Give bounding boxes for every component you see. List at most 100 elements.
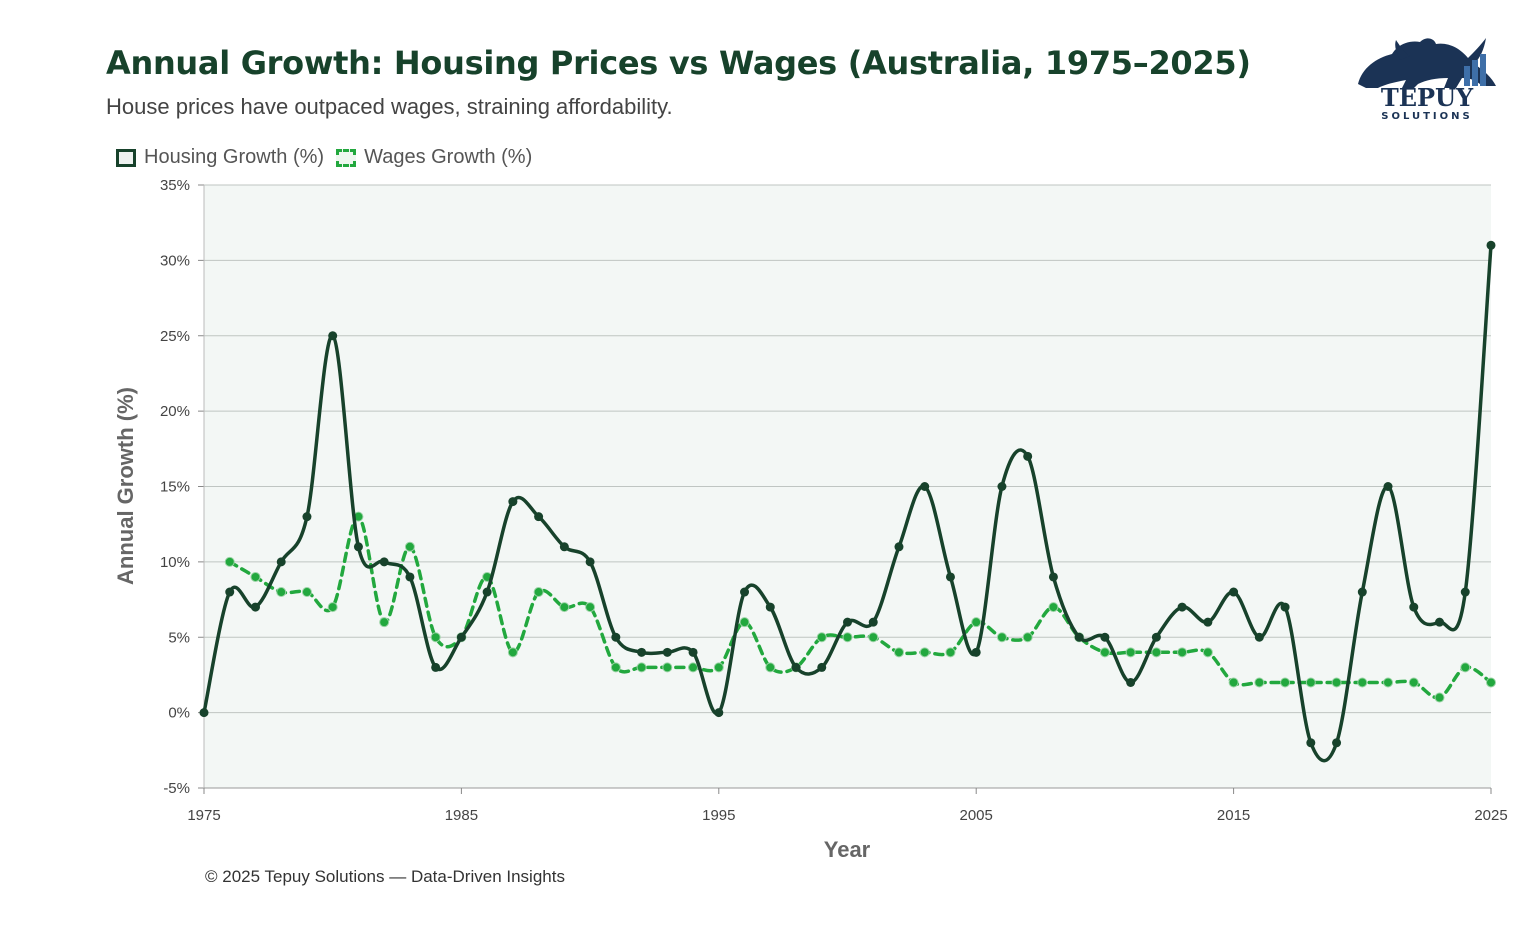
data-point-wages[interactable] xyxy=(1177,647,1188,658)
legend-item-wages[interactable]: Wages Growth (%) xyxy=(336,146,532,169)
data-point-housing[interactable] xyxy=(1100,632,1110,642)
data-point-wages[interactable] xyxy=(765,662,776,673)
data-point-wages[interactable] xyxy=(1460,662,1471,673)
data-point-housing[interactable] xyxy=(817,662,827,672)
data-point-housing[interactable] xyxy=(559,542,569,552)
data-point-wages[interactable] xyxy=(1202,647,1213,658)
data-point-housing[interactable] xyxy=(1254,632,1264,642)
data-point-housing[interactable] xyxy=(1151,632,1161,642)
data-point-housing[interactable] xyxy=(997,482,1007,491)
data-point-wages[interactable] xyxy=(250,571,261,582)
data-point-housing[interactable] xyxy=(508,497,518,507)
data-point-housing[interactable] xyxy=(379,557,389,567)
data-point-housing[interactable] xyxy=(302,512,312,522)
data-point-housing[interactable] xyxy=(1023,451,1033,461)
data-point-wages[interactable] xyxy=(1228,677,1239,688)
data-point-wages[interactable] xyxy=(585,602,596,613)
data-point-wages[interactable] xyxy=(1254,677,1265,688)
data-point-wages[interactable] xyxy=(713,662,724,673)
data-point-housing[interactable] xyxy=(1486,240,1496,250)
data-point-wages[interactable] xyxy=(507,647,518,658)
data-point-wages[interactable] xyxy=(327,602,338,613)
data-point-wages[interactable] xyxy=(636,662,647,673)
data-point-housing[interactable] xyxy=(1332,738,1342,748)
data-point-wages[interactable] xyxy=(739,617,750,628)
data-point-wages[interactable] xyxy=(1099,647,1110,658)
data-point-wages[interactable] xyxy=(842,632,853,643)
data-point-housing[interactable] xyxy=(1048,572,1058,582)
data-point-wages[interactable] xyxy=(1305,677,1316,688)
data-point-housing[interactable] xyxy=(276,557,286,567)
data-point-wages[interactable] xyxy=(610,662,621,673)
data-point-wages[interactable] xyxy=(971,617,982,628)
data-point-wages[interactable] xyxy=(1125,647,1136,658)
data-point-wages[interactable] xyxy=(224,556,235,567)
data-point-housing[interactable] xyxy=(482,587,492,597)
data-point-wages[interactable] xyxy=(559,602,570,613)
data-point-wages[interactable] xyxy=(1048,602,1059,613)
data-point-housing[interactable] xyxy=(405,572,415,582)
data-point-housing[interactable] xyxy=(662,647,672,657)
data-point-housing[interactable] xyxy=(1229,587,1239,597)
data-point-housing[interactable] xyxy=(688,647,698,657)
data-point-wages[interactable] xyxy=(688,662,699,673)
data-point-housing[interactable] xyxy=(225,587,235,597)
data-point-wages[interactable] xyxy=(1383,677,1394,688)
data-point-wages[interactable] xyxy=(868,632,879,643)
data-point-housing[interactable] xyxy=(971,647,981,657)
y-tick-label: 20% xyxy=(160,403,190,420)
data-point-housing[interactable] xyxy=(843,617,852,627)
data-point-housing[interactable] xyxy=(765,602,775,612)
data-point-wages[interactable] xyxy=(1331,677,1342,688)
data-point-housing[interactable] xyxy=(740,587,750,597)
data-point-housing[interactable] xyxy=(791,662,801,672)
data-point-housing[interactable] xyxy=(456,632,466,642)
data-point-housing[interactable] xyxy=(1074,632,1084,642)
data-point-housing[interactable] xyxy=(1460,587,1470,597)
data-point-housing[interactable] xyxy=(1306,738,1316,748)
data-point-wages[interactable] xyxy=(893,647,904,658)
data-point-wages[interactable] xyxy=(533,587,544,598)
data-point-wages[interactable] xyxy=(1280,677,1291,688)
legend-item-housing[interactable]: Housing Growth (%) xyxy=(116,146,324,169)
data-point-wages[interactable] xyxy=(945,647,956,658)
data-point-wages[interactable] xyxy=(1434,692,1445,703)
data-point-housing[interactable] xyxy=(1435,617,1445,627)
data-point-housing[interactable] xyxy=(868,617,878,627)
data-point-wages[interactable] xyxy=(816,632,827,643)
data-point-housing[interactable] xyxy=(1126,677,1136,687)
data-point-housing[interactable] xyxy=(534,512,544,522)
data-point-housing[interactable] xyxy=(894,542,904,552)
data-point-wages[interactable] xyxy=(996,632,1007,643)
x-tick-label: 1975 xyxy=(187,807,220,824)
data-point-housing[interactable] xyxy=(585,557,595,567)
data-point-wages[interactable] xyxy=(1357,677,1368,688)
data-point-housing[interactable] xyxy=(637,647,647,657)
data-point-wages[interactable] xyxy=(662,662,673,673)
data-point-wages[interactable] xyxy=(1022,632,1033,643)
data-point-housing[interactable] xyxy=(1357,587,1367,597)
data-point-wages[interactable] xyxy=(430,632,441,643)
data-point-wages[interactable] xyxy=(379,617,390,628)
data-point-wages[interactable] xyxy=(301,587,312,598)
data-point-wages[interactable] xyxy=(1151,647,1162,658)
data-point-wages[interactable] xyxy=(919,647,930,658)
data-point-housing[interactable] xyxy=(431,662,441,672)
data-point-wages[interactable] xyxy=(276,587,287,598)
data-point-housing[interactable] xyxy=(920,482,930,491)
data-point-housing[interactable] xyxy=(1409,602,1419,612)
data-point-housing[interactable] xyxy=(1383,482,1393,491)
data-point-wages[interactable] xyxy=(1486,677,1496,688)
data-point-housing[interactable] xyxy=(353,542,363,552)
data-point-housing[interactable] xyxy=(328,331,338,341)
data-point-housing[interactable] xyxy=(199,708,209,718)
data-point-wages[interactable] xyxy=(404,541,415,552)
data-point-housing[interactable] xyxy=(714,708,724,718)
data-point-housing[interactable] xyxy=(1203,617,1213,627)
data-point-housing[interactable] xyxy=(1177,602,1187,612)
data-point-wages[interactable] xyxy=(1408,677,1419,688)
data-point-housing[interactable] xyxy=(945,572,955,582)
data-point-housing[interactable] xyxy=(250,602,260,612)
data-point-housing[interactable] xyxy=(611,632,621,642)
data-point-housing[interactable] xyxy=(1280,602,1290,612)
